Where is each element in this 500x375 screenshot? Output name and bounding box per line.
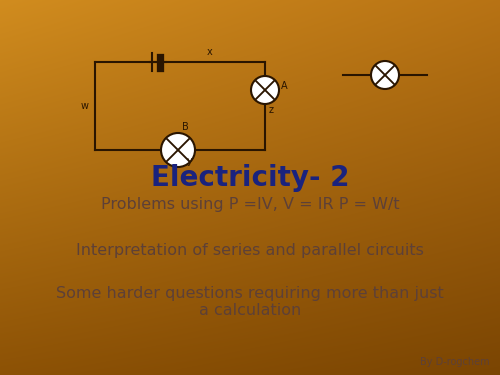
Circle shape bbox=[251, 76, 279, 104]
Text: Electricity- 2: Electricity- 2 bbox=[151, 164, 349, 192]
Circle shape bbox=[161, 133, 195, 167]
Text: Some harder questions requiring more than just
a calculation: Some harder questions requiring more tha… bbox=[56, 286, 444, 318]
Text: y: y bbox=[187, 156, 193, 166]
Text: Interpretation of series and parallel circuits: Interpretation of series and parallel ci… bbox=[76, 243, 424, 258]
Text: x: x bbox=[207, 47, 213, 57]
Text: By D-rogchem: By D-rogchem bbox=[420, 357, 490, 367]
Text: w: w bbox=[81, 101, 89, 111]
Text: B: B bbox=[182, 122, 189, 132]
Text: z: z bbox=[269, 105, 274, 115]
Circle shape bbox=[371, 61, 399, 89]
Text: A: A bbox=[281, 81, 287, 91]
Text: Problems using P =IV, V = IR P = W/t: Problems using P =IV, V = IR P = W/t bbox=[100, 198, 400, 213]
